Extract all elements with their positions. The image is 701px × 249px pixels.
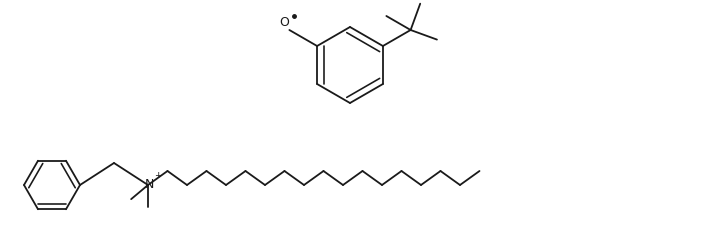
- Text: +: +: [154, 171, 162, 180]
- Text: O: O: [280, 15, 290, 28]
- Text: N: N: [144, 178, 154, 190]
